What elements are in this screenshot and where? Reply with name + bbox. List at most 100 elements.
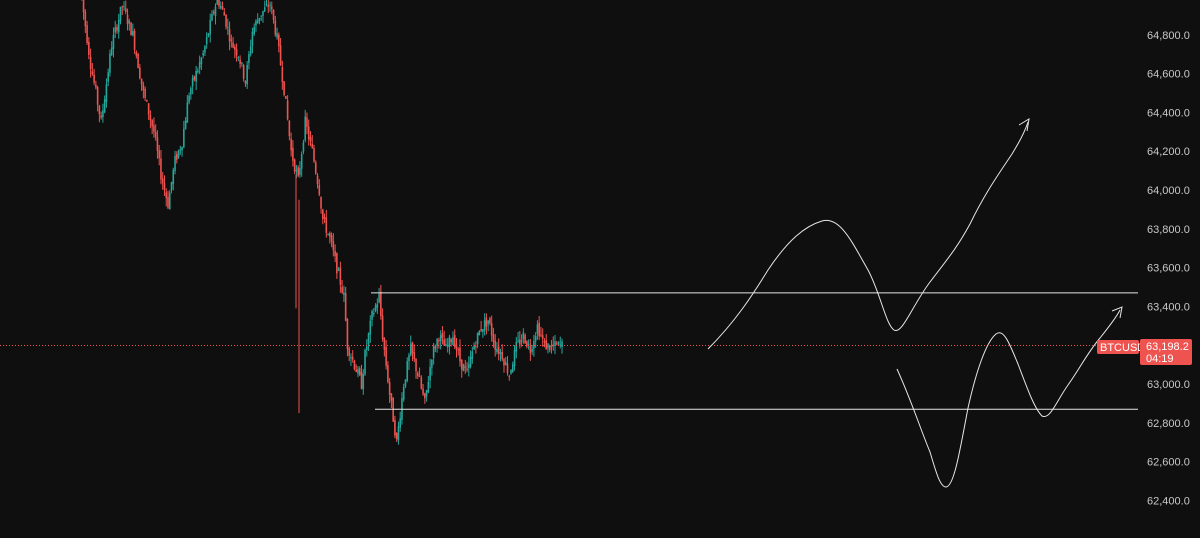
candle xyxy=(490,315,493,342)
candle xyxy=(183,120,185,149)
projection-path-upper[interactable] xyxy=(707,121,1029,350)
candle xyxy=(531,344,533,356)
candle xyxy=(365,339,368,357)
candle-body xyxy=(460,359,463,370)
candle-body xyxy=(191,78,194,86)
candle-body xyxy=(513,349,516,367)
price-axis[interactable]: 64,800.0 64,600.0 64,400.0 64,200.0 64,000.0… xyxy=(1147,30,1190,508)
candle-body xyxy=(151,120,153,127)
candle xyxy=(154,124,157,141)
candle-body xyxy=(302,142,305,152)
candle-body xyxy=(258,17,261,21)
candle-body xyxy=(543,341,546,343)
candles-layer xyxy=(81,0,563,445)
candle xyxy=(397,421,400,445)
candle-body xyxy=(154,132,157,138)
candle-body xyxy=(471,351,474,359)
candle-body xyxy=(140,78,143,85)
candle-body xyxy=(316,175,319,185)
candle-body xyxy=(348,348,350,356)
candle-body xyxy=(265,4,268,6)
candle xyxy=(538,315,540,340)
candle xyxy=(130,22,132,36)
candle xyxy=(438,337,440,349)
candle xyxy=(299,161,301,178)
candle xyxy=(422,383,424,396)
candle xyxy=(536,320,539,340)
candle xyxy=(395,432,398,442)
candle-body xyxy=(98,105,101,115)
candle xyxy=(144,86,146,101)
candle xyxy=(554,335,556,355)
candle-body xyxy=(369,320,372,335)
candle-body xyxy=(263,7,266,12)
candle xyxy=(306,112,308,135)
candle-body xyxy=(132,30,134,36)
candle xyxy=(374,303,377,313)
candle xyxy=(184,117,187,130)
candle-body xyxy=(105,84,108,103)
candle xyxy=(286,95,289,121)
candle-body xyxy=(536,324,539,334)
candle xyxy=(432,342,435,365)
candle xyxy=(388,377,391,403)
candle xyxy=(508,374,511,381)
candle-body xyxy=(116,27,118,31)
candle-body xyxy=(300,154,303,169)
candle xyxy=(450,338,453,347)
candle xyxy=(249,39,252,57)
candle-body xyxy=(376,303,379,308)
candle-body xyxy=(431,359,433,368)
price-axis-tick: 63,600.0 xyxy=(1147,263,1190,275)
candle xyxy=(327,233,329,236)
symbol-label: BTCUSD xyxy=(1100,342,1145,354)
projection-path-lower[interactable] xyxy=(896,309,1121,488)
candle-body xyxy=(133,30,136,50)
candle xyxy=(279,37,282,66)
candle xyxy=(204,45,206,57)
candle-body xyxy=(172,169,175,184)
price-axis-tick: 64,800.0 xyxy=(1147,30,1190,42)
candle xyxy=(223,8,226,16)
candle xyxy=(358,366,361,377)
projection-drawings[interactable] xyxy=(707,118,1123,488)
candle xyxy=(464,359,467,374)
candle xyxy=(543,338,546,348)
candle-body xyxy=(165,192,168,198)
candle xyxy=(526,340,528,349)
candle-body xyxy=(425,390,428,397)
candle-body xyxy=(469,356,472,367)
candle xyxy=(156,130,159,159)
candle-body xyxy=(373,313,375,315)
candle xyxy=(262,10,264,23)
candle-body xyxy=(355,369,358,373)
candle xyxy=(147,103,150,120)
candle xyxy=(431,359,433,376)
candle-body xyxy=(200,58,203,64)
candle-body xyxy=(325,217,328,233)
candle xyxy=(165,188,168,207)
candle xyxy=(174,150,176,175)
candle-body xyxy=(390,393,393,401)
candle-body xyxy=(552,344,555,346)
candle xyxy=(241,61,243,67)
candle xyxy=(547,343,549,354)
candle-body xyxy=(531,349,533,352)
candle-body xyxy=(468,364,470,369)
arrowhead-upper xyxy=(1018,118,1030,132)
candle xyxy=(263,0,266,13)
candle xyxy=(84,9,87,33)
candle xyxy=(307,119,310,146)
range-levels[interactable] xyxy=(371,292,1138,410)
candle xyxy=(402,383,405,402)
candle xyxy=(427,375,430,394)
candle-body xyxy=(170,182,173,190)
candle xyxy=(541,328,544,347)
candle xyxy=(151,119,153,135)
candle xyxy=(258,17,261,25)
candle-body xyxy=(121,6,124,8)
candle-body xyxy=(527,343,530,346)
candle-body xyxy=(547,343,549,348)
candle-body xyxy=(392,398,394,422)
